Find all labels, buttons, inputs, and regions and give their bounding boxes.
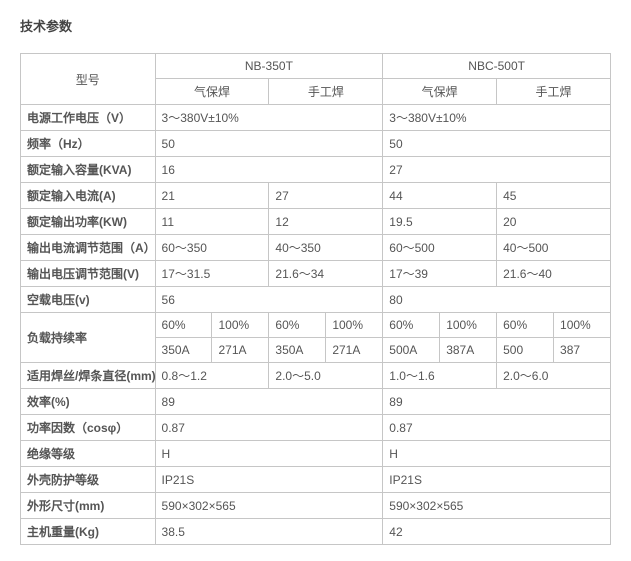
table-row: 外形尺寸(mm) 590×302×565 590×302×565 (21, 493, 611, 519)
cell: 500A (383, 338, 440, 363)
cell: 50 (155, 131, 383, 157)
cell: 60～500 (383, 235, 497, 261)
header-nbc500t: NBC-500T (383, 54, 611, 79)
cell: 89 (383, 389, 611, 415)
cell: 350A (155, 338, 212, 363)
cell: 387A (440, 338, 497, 363)
cell: 3～380V±10% (383, 105, 611, 131)
cell: 19.5 (383, 209, 497, 235)
cell: 80 (383, 287, 611, 313)
header-manual: 手工焊 (269, 79, 383, 105)
cell: 387 (554, 338, 611, 363)
row-label: 外壳防护等级 (21, 467, 156, 493)
cell: 12 (269, 209, 383, 235)
table-row: 主机重量(Kg) 38.5 42 (21, 519, 611, 545)
row-label: 绝缘等级 (21, 441, 156, 467)
cell: 590×302×565 (155, 493, 383, 519)
row-label: 额定输出功率(KW) (21, 209, 156, 235)
row-label: 主机重量(Kg) (21, 519, 156, 545)
cell: 2.0～5.0 (269, 363, 383, 389)
table-row: 适用焊丝/焊条直径(mm) 0.8～1.2 2.0～5.0 1.0～1.6 2.… (21, 363, 611, 389)
table-row: 额定输出功率(KW) 11 12 19.5 20 (21, 209, 611, 235)
spec-table: 型号 NB-350T NBC-500T 气保焊 手工焊 气保焊 手工焊 电源工作… (20, 53, 611, 545)
cell: 21.6～34 (269, 261, 383, 287)
row-label: 输出电压调节范围(V) (21, 261, 156, 287)
row-label: 功率因数（cosφ） (21, 415, 156, 441)
row-label: 电源工作电压（V） (21, 105, 156, 131)
cell: 21 (155, 183, 269, 209)
cell: 3～380V±10% (155, 105, 383, 131)
cell: 40～500 (497, 235, 611, 261)
cell: 89 (155, 389, 383, 415)
cell: 100% (326, 313, 383, 338)
cell: 44 (383, 183, 497, 209)
cell: 27 (269, 183, 383, 209)
cell: 11 (155, 209, 269, 235)
cell: 60～350 (155, 235, 269, 261)
cell: H (383, 441, 611, 467)
row-label: 频率（Hz） (21, 131, 156, 157)
cell: 45 (497, 183, 611, 209)
cell: 60% (269, 313, 326, 338)
cell: 1.0～1.6 (383, 363, 497, 389)
row-label: 空载电压(v) (21, 287, 156, 313)
table-row: 功率因数（cosφ） 0.87 0.87 (21, 415, 611, 441)
row-label: 负载持续率 (21, 313, 156, 363)
row-label: 外形尺寸(mm) (21, 493, 156, 519)
cell: IP21S (155, 467, 383, 493)
header-manual: 手工焊 (497, 79, 611, 105)
cell: 21.6～40 (497, 261, 611, 287)
row-label: 额定输入容量(KVA) (21, 157, 156, 183)
cell: 17～31.5 (155, 261, 269, 287)
cell: 17～39 (383, 261, 497, 287)
cell: 350A (269, 338, 326, 363)
cell: 40～350 (269, 235, 383, 261)
table-row: 空载电压(v) 56 80 (21, 287, 611, 313)
table-row: 外壳防护等级 IP21S IP21S (21, 467, 611, 493)
cell: H (155, 441, 383, 467)
page-title: 技术参数 (20, 16, 611, 35)
row-label: 输出电流调节范围（A） (21, 235, 156, 261)
cell: 50 (383, 131, 611, 157)
cell: 56 (155, 287, 383, 313)
cell: 590×302×565 (383, 493, 611, 519)
table-row: 输出电压调节范围(V) 17～31.5 21.6～34 17～39 21.6～4… (21, 261, 611, 287)
cell: IP21S (383, 467, 611, 493)
cell: 38.5 (155, 519, 383, 545)
cell: 20 (497, 209, 611, 235)
row-label: 适用焊丝/焊条直径(mm) (21, 363, 156, 389)
table-row: 效率(%) 89 89 (21, 389, 611, 415)
cell: 60% (497, 313, 554, 338)
cell: 42 (383, 519, 611, 545)
table-row: 频率（Hz） 50 50 (21, 131, 611, 157)
cell: 100% (554, 313, 611, 338)
table-row: 额定输入电流(A) 21 27 44 45 (21, 183, 611, 209)
row-label: 额定输入电流(A) (21, 183, 156, 209)
table-row: 型号 NB-350T NBC-500T (21, 54, 611, 79)
cell: 2.0～6.0 (497, 363, 611, 389)
cell: 100% (212, 313, 269, 338)
cell: 0.87 (155, 415, 383, 441)
row-label: 效率(%) (21, 389, 156, 415)
table-row: 绝缘等级 H H (21, 441, 611, 467)
cell: 0.8～1.2 (155, 363, 269, 389)
cell: 27 (383, 157, 611, 183)
header-gas: 气保焊 (383, 79, 497, 105)
table-row: 输出电流调节范围（A） 60～350 40～350 60～500 40～500 (21, 235, 611, 261)
cell: 60% (155, 313, 212, 338)
cell: 271A (326, 338, 383, 363)
cell: 60% (383, 313, 440, 338)
header-nb350t: NB-350T (155, 54, 383, 79)
table-row: 电源工作电压（V） 3～380V±10% 3～380V±10% (21, 105, 611, 131)
header-model: 型号 (21, 54, 156, 105)
table-row: 额定输入容量(KVA) 16 27 (21, 157, 611, 183)
cell: 16 (155, 157, 383, 183)
cell: 0.87 (383, 415, 611, 441)
cell: 271A (212, 338, 269, 363)
table-row: 负载持续率 60% 100% 60% 100% 60% 100% 60% 100… (21, 313, 611, 338)
header-gas: 气保焊 (155, 79, 269, 105)
cell: 500 (497, 338, 554, 363)
cell: 100% (440, 313, 497, 338)
